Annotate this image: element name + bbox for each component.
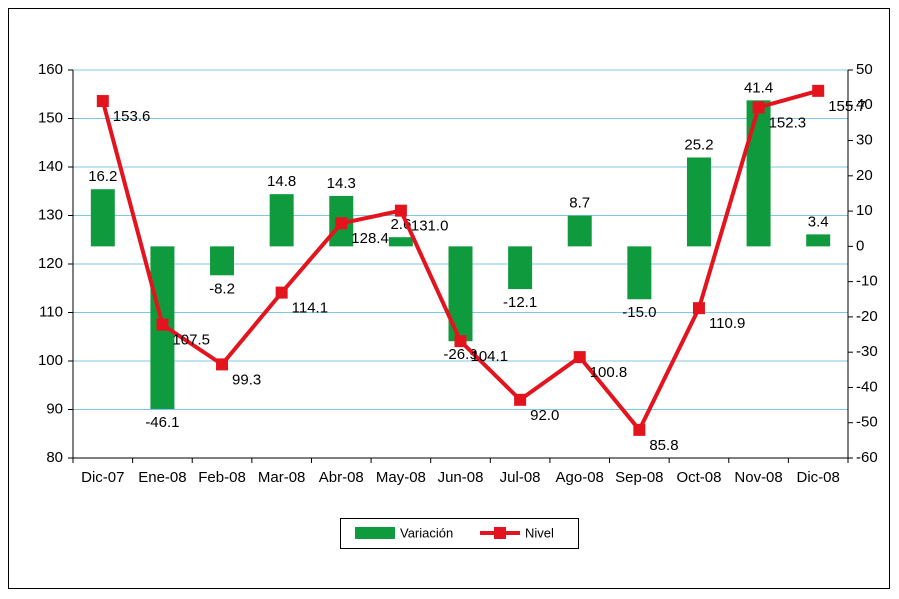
line-value-label: 152.3: [769, 114, 807, 131]
bar: [210, 246, 235, 276]
x-tick-label: Dic-07: [81, 469, 124, 486]
legend-swatch: [494, 527, 506, 539]
x-tick-label: Oct-08: [676, 469, 721, 486]
bar-value-label: 14.3: [327, 175, 356, 192]
legend-label: Variación: [400, 525, 453, 540]
bar: [388, 237, 413, 247]
y2-tick-label: -30: [856, 343, 878, 360]
bar: [746, 100, 771, 247]
bar: [806, 234, 831, 247]
bar: [269, 194, 294, 247]
bar-value-label: 3.4: [808, 213, 829, 230]
y2-tick-label: -10: [856, 273, 878, 290]
bar: [567, 215, 592, 247]
bar-value-label: -15.0: [622, 304, 656, 321]
y-tick-label: 110: [39, 303, 63, 320]
y2-tick-label: 20: [856, 167, 873, 184]
bar-value-label: -12.1: [503, 294, 537, 311]
y2-tick-label: 50: [856, 61, 873, 78]
y-tick-label: 160: [38, 61, 63, 78]
y-tick-label: 90: [46, 400, 63, 417]
x-tick-label: May-08: [376, 469, 426, 486]
marker: [454, 335, 467, 348]
x-tick-label: Ago-08: [556, 469, 604, 486]
bar: [686, 157, 711, 247]
bar-value-label: -8.2: [209, 280, 235, 297]
x-tick-label: Dic-08: [797, 469, 840, 486]
y2-tick-label: -20: [856, 308, 878, 325]
bar: [508, 246, 533, 290]
line-value-label: 110.9: [709, 315, 745, 332]
marker: [812, 84, 825, 97]
line-value-label: 131.0: [411, 218, 449, 235]
x-tick-label: Nov-08: [734, 469, 782, 486]
bar-value-label: -46.1: [145, 414, 179, 431]
marker: [573, 351, 586, 364]
line-value-label: 114.1: [292, 300, 328, 317]
x-tick-label: Abr-08: [319, 469, 364, 486]
bar-value-label: 8.7: [569, 195, 590, 212]
y-tick-label: 80: [46, 449, 63, 466]
y-tick-label: 150: [38, 109, 63, 126]
line-value-label: 128.4: [351, 230, 389, 247]
y2-tick-label: 0: [856, 237, 864, 254]
x-tick-label: Mar-08: [258, 469, 306, 486]
y2-tick-label: 30: [856, 132, 873, 149]
bar: [627, 246, 652, 300]
marker: [633, 423, 646, 436]
y-tick-label: 130: [38, 206, 63, 223]
marker: [216, 358, 229, 371]
legend: Variación Nivel: [340, 518, 579, 549]
line-value-label: 107.5: [172, 332, 210, 349]
x-tick-label: Ene-08: [138, 469, 186, 486]
line-value-label: 104.1: [471, 348, 509, 365]
line-value-label: 99.3: [232, 371, 261, 388]
marker: [692, 302, 705, 315]
line-value-label: 155.7: [828, 98, 866, 115]
bar-value-label: 16.2: [88, 168, 117, 185]
bar: [90, 189, 115, 247]
y2-tick-label: -60: [856, 449, 878, 466]
marker: [156, 318, 169, 331]
marker: [335, 217, 348, 230]
marker: [752, 101, 765, 114]
bar-value-label: 14.8: [267, 173, 296, 190]
line-value-label: 92.0: [530, 407, 559, 424]
x-tick-label: Feb-08: [198, 469, 246, 486]
marker: [514, 393, 527, 406]
line-value-label: 100.8: [590, 364, 628, 381]
bar-value-label: 25.2: [684, 136, 713, 153]
marker: [394, 204, 407, 217]
x-tick-label: Jun-08: [438, 469, 484, 486]
y-tick-label: 140: [38, 158, 63, 175]
legend-label: Nivel: [525, 525, 554, 540]
y2-tick-label: 10: [856, 202, 873, 219]
line-value-label: 153.6: [113, 108, 151, 125]
line-value-label: 85.8: [649, 437, 678, 454]
y2-tick-label: 40: [856, 96, 873, 113]
bar-value-label: 41.4: [744, 79, 773, 96]
marker: [275, 286, 288, 299]
x-tick-label: Jul-08: [500, 469, 541, 486]
y-tick-label: 120: [38, 255, 63, 272]
y2-tick-label: -50: [856, 414, 878, 431]
y2-tick-label: -40: [856, 378, 878, 395]
x-tick-label: Sep-08: [615, 469, 663, 486]
y-tick-label: 100: [38, 352, 63, 369]
marker: [96, 95, 109, 108]
legend-swatch: [355, 527, 395, 539]
